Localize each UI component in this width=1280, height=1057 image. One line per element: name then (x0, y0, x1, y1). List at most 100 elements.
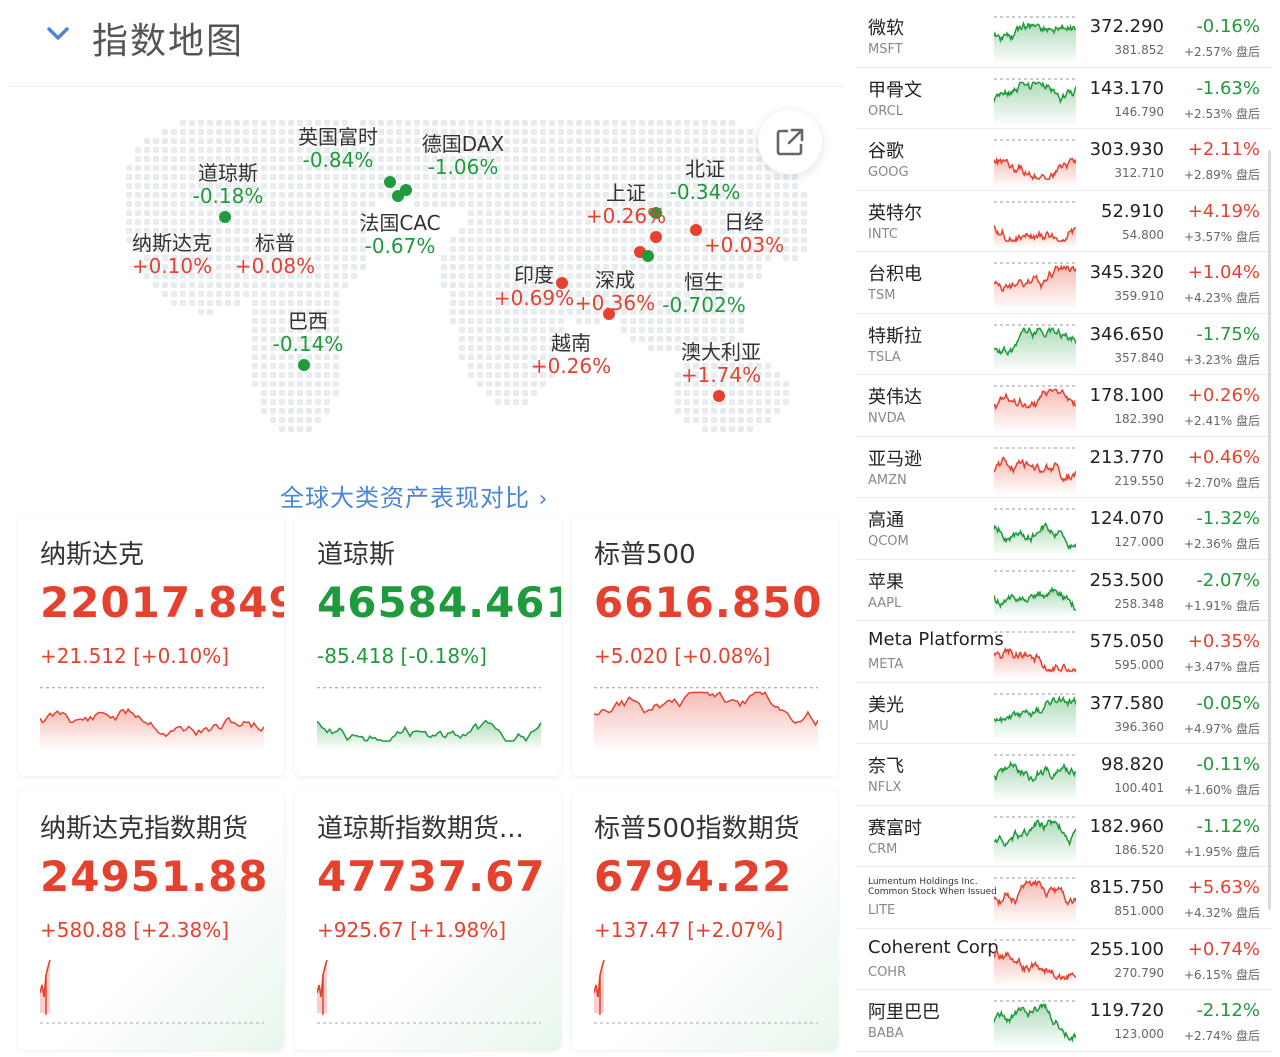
market-label-nasdaq[interactable]: 纳斯达克 +0.10% (122, 232, 222, 278)
futures-card-1[interactable]: 道琼斯指数期货... 47737.67 +925.67 [+1.98%] (295, 790, 561, 1050)
market-label-sp[interactable]: 标普 +0.08% (225, 232, 325, 278)
chevron-down-icon[interactable] (44, 20, 72, 48)
market-marker-nikkei[interactable] (690, 224, 702, 236)
stock-after-hours-price: 851.000 (1114, 904, 1164, 918)
market-marker-sh[interactable] (650, 231, 662, 243)
share-button[interactable] (758, 110, 822, 174)
stock-after-hours-pct: +4.97% 盘后 (1184, 721, 1260, 736)
market-change: +0.69% (493, 286, 575, 310)
stock-row-intc[interactable]: 英特尔 INTC 52.910 54.800 +4.19% +3.57% 盘后 (856, 191, 1272, 252)
market-change: -0.34% (669, 180, 741, 204)
stock-ticker: META (868, 657, 904, 672)
card-title: 标普500 (594, 540, 696, 570)
stock-row-meta[interactable]: Meta Platforms META 575.050 595.000 +0.35% +3… (856, 621, 1272, 683)
stock-name: 甲骨文 (868, 79, 922, 101)
stock-ticker: AMZN (868, 472, 907, 488)
stock-after-hours-pct: +3.57% 盘后 (1184, 229, 1260, 244)
stock-price: 345.320 (1089, 262, 1164, 283)
index-world-map[interactable]: 英国富时 -0.84% 德国DAX -1.06% 道琼斯 -0.18% 法国CAC -0.67… (28, 100, 838, 480)
market-label-dow[interactable]: 道琼斯 -0.18% (178, 162, 278, 208)
market-marker-au[interactable] (713, 390, 725, 402)
stock-ticker: LITE (868, 903, 896, 918)
stock-row-msft[interactable]: 微软 MSFT 372.290 381.852 -0.16% +2.57% 盘后 (856, 6, 1272, 68)
stock-price: 98.820 (1101, 754, 1164, 775)
stock-row-aapl[interactable]: 苹果 AAPL 253.500 258.348 -2.07% +1.91% 盘后 (856, 560, 1272, 621)
chevron-right-icon: › (538, 487, 549, 512)
stock-row-tsm[interactable]: 台积电 TSM 345.320 359.910 +1.04% +4.23% 盘后 (856, 252, 1272, 314)
market-marker-ftse[interactable] (384, 176, 396, 188)
stock-after-hours-pct: +4.23% 盘后 (1184, 291, 1260, 305)
market-marker-vn[interactable] (603, 308, 615, 320)
stock-sparkline (994, 78, 1076, 124)
stock-ticker: GOOG (868, 165, 909, 180)
stock-ticker: TSLA (868, 349, 901, 365)
section-header[interactable]: 指数地图 (0, 0, 850, 86)
market-label-sz[interactable]: 深成 +0.36% (565, 269, 665, 315)
market-label-au[interactable]: 澳大利亚 +1.74% (671, 341, 771, 387)
market-label-hs[interactable]: 恒生 -0.702% (654, 271, 754, 317)
stock-change-pct: -0.11% (1196, 754, 1260, 775)
scrollbar[interactable] (1268, 150, 1271, 910)
stock-sparkline (994, 754, 1076, 800)
stock-row-baba[interactable]: 阿里巴巴 BABA 119.720 123.000 -2.12% +2.74% 盘后 (856, 990, 1272, 1052)
index-card-2[interactable]: 标普500 6616.850 +5.020 [+0.08%] (572, 516, 838, 776)
stock-price: 143.170 (1089, 77, 1164, 99)
futures-card-2[interactable]: 标普500指数期货 6794.22 +137.47 [+2.07%] (572, 790, 838, 1050)
market-label-india[interactable]: 印度 +0.69% (484, 264, 584, 310)
market-marker-brazil[interactable] (298, 359, 310, 371)
stock-price: 178.100 (1089, 385, 1164, 406)
market-marker-bj[interactable] (650, 207, 662, 219)
asset-compare-link[interactable]: 全球大类资产表现对比 › (280, 478, 548, 513)
futures-card-0[interactable]: 纳斯达克指数期货 24951.88 +580.88 [+2.38%] (18, 790, 284, 1050)
market-label-cac[interactable]: 法国CAC -0.67% (350, 212, 450, 258)
market-label-ftse[interactable]: 英国富时 -0.84% (288, 126, 388, 172)
market-change: +0.08% (234, 254, 316, 278)
stock-row-amzn[interactable]: 亚马逊 AMZN 213.770 219.550 +0.46% +2.70% 盘后 (856, 437, 1272, 498)
stock-sparkline (994, 570, 1076, 616)
stock-change-pct: -1.63% (1196, 77, 1260, 99)
stock-row-qcom[interactable]: 高通 QCOM 124.070 127.000 -1.32% +2.36% 盘后 (856, 498, 1272, 560)
stock-row-crm[interactable]: 赛富时 CRM 182.960 186.520 -1.12% +1.95% 盘后 (856, 806, 1272, 867)
stock-price: 303.930 (1089, 139, 1164, 160)
stock-row-cohr[interactable]: Coherent Corp COHR 255.100 270.790 +0.74% +6.… (856, 929, 1272, 990)
stock-after-hours-price: 123.000 (1114, 1027, 1164, 1041)
market-label-dax[interactable]: 德国DAX -1.06% (413, 133, 513, 179)
stock-row-mu[interactable]: 美光 MU 377.580 396.360 -0.05% +4.97% 盘后 (856, 683, 1272, 744)
stock-ticker: CRM (868, 841, 898, 857)
card-sparkline (317, 959, 541, 1024)
stock-sparkline (994, 939, 1076, 985)
stock-name: 亚马逊 (868, 448, 922, 470)
index-card-1[interactable]: 道琼斯 46584.461 -85.418 [-0.18%] (295, 516, 561, 776)
market-change: +0.36% (574, 291, 656, 315)
stock-list[interactable]: 微软 MSFT 372.290 381.852 -0.16% +2.57% 盘后 甲骨文 O… (856, 6, 1274, 1057)
market-marker-dow[interactable] (219, 211, 231, 223)
market-label-bj[interactable]: 北证 -0.34% (655, 158, 755, 204)
card-value: 24951.88 (40, 852, 269, 901)
stock-sparkline (994, 324, 1076, 370)
stock-after-hours-price: 127.000 (1114, 535, 1164, 549)
market-name: 道琼斯 (198, 161, 258, 185)
stock-row-nflx[interactable]: 奈飞 NFLX 98.820 100.401 -0.11% +1.60% 盘后 (856, 744, 1272, 806)
market-marker-cac[interactable] (392, 190, 404, 202)
market-label-nikkei[interactable]: 日经 +0.03% (694, 211, 794, 257)
market-label-brazil[interactable]: 巴西 -0.14% (258, 310, 358, 356)
stock-after-hours-price: 182.390 (1114, 412, 1164, 426)
card-value: 6616.850 (594, 578, 823, 627)
stock-row-orcl[interactable]: 甲骨文 ORCL 143.170 146.790 -1.63% +2.53% 盘后 (856, 68, 1272, 129)
stock-after-hours-pct: +2.36% 盘后 (1184, 537, 1260, 551)
market-label-vn[interactable]: 越南 +0.26% (521, 332, 621, 378)
stock-after-hours-pct: +1.95% 盘后 (1184, 844, 1260, 859)
index-card-0[interactable]: 纳斯达克 22017.849 +21.512 [+0.10%] (18, 516, 284, 776)
stock-row-lite[interactable]: Lumentum Holdings Inc. Common Stock When… (856, 867, 1272, 929)
stock-price: 377.580 (1089, 692, 1164, 714)
stock-after-hours-pct: +2.53% 盘后 (1184, 106, 1260, 121)
stock-row-goog[interactable]: 谷歌 GOOG 303.930 312.710 +2.11% +2.89% 盘后 (856, 129, 1272, 191)
stock-row-nvda[interactable]: 英伟达 NVDA 178.100 182.390 +0.26% +2.41% 盘后 (856, 375, 1272, 437)
stock-after-hours-pct: +2.41% 盘后 (1184, 414, 1260, 428)
market-marker-india[interactable] (556, 277, 568, 289)
market-label-sh[interactable]: 上证 +0.26% (576, 182, 676, 228)
card-value: 46584.461 (317, 578, 561, 627)
stock-sparkline (994, 16, 1076, 62)
market-marker-hs[interactable] (642, 250, 654, 262)
stock-row-tsla[interactable]: 特斯拉 TSLA 346.650 357.840 -1.75% +3.23% 盘后 (856, 314, 1272, 375)
